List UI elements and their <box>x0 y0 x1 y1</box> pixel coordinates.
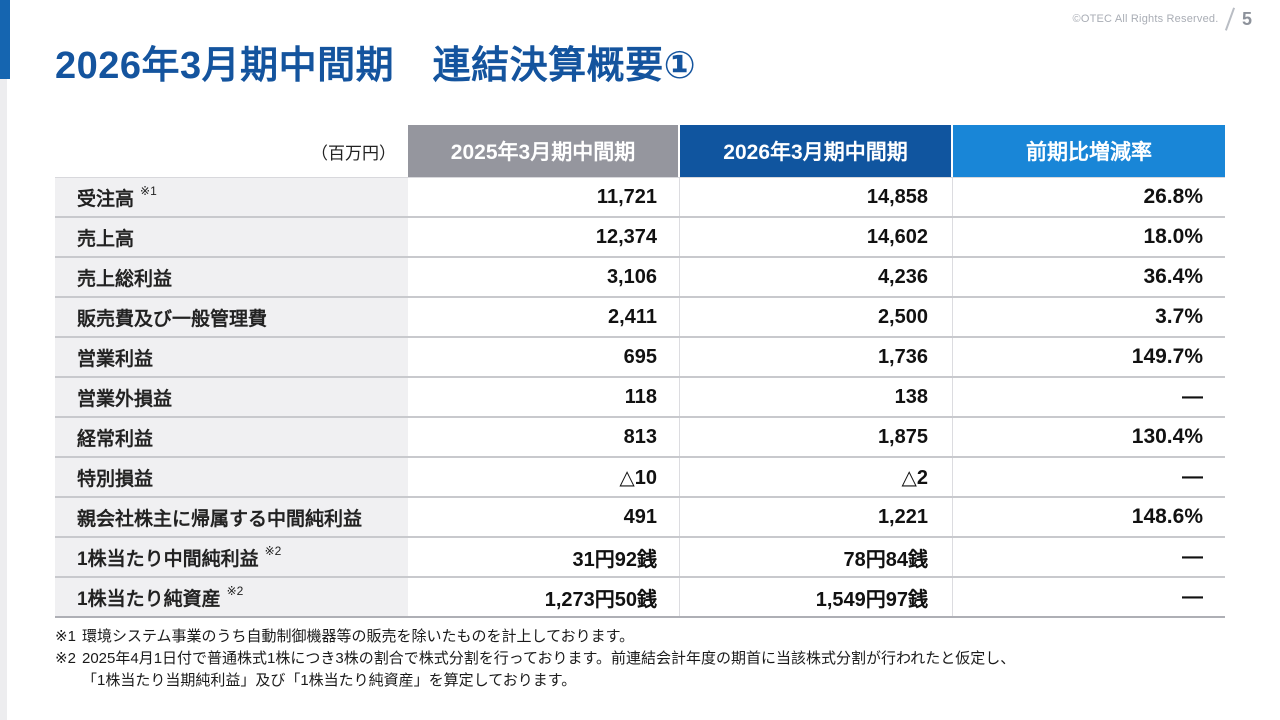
value-change-rate: 3.7% <box>1155 305 1203 328</box>
footnote-line: ※2 2025年4月1日付で普通株式1株につき3株の割合で株式分割を行っております… <box>55 650 1016 667</box>
value-current-period: △2 <box>680 458 953 496</box>
table-header-row: （百万円） 2025年3月期中間期 2026年3月期中間期 前期比増減率 <box>55 125 1225 177</box>
footnote-line: ※1 環境システム事業のうち自動制御機器等の販売を除いたものを計上しております。 <box>55 628 635 645</box>
value-prev-period: 3,106 <box>408 258 680 296</box>
footnote-reference: ※2 <box>264 544 282 558</box>
row-label: 売上総利益 <box>55 258 408 296</box>
row-label: 受注高 ※1 <box>55 178 408 216</box>
footnotes: ※1 環境システム事業のうち自動制御機器等の販売を除いたものを計上しております。 ※… <box>55 626 1205 692</box>
page-number-slash <box>1225 7 1236 31</box>
page-left-edge <box>0 79 7 720</box>
value-current-period: 1,221 <box>680 498 953 536</box>
value-prev-period: 12,374 <box>408 218 680 256</box>
footnote-reference: ※2 <box>226 584 244 598</box>
table-row: 営業利益 695 1,736 149.7% <box>55 338 1225 378</box>
table-row: 特別損益 △10 △2 — <box>55 458 1225 498</box>
row-label: 営業利益 <box>55 338 408 376</box>
table-row: 親会社株主に帰属する中間純利益 491 1,221 148.6% <box>55 498 1225 538</box>
table-row: 1株当たり純資産 ※2 1,273円50銭 1,549円97銭 — <box>55 578 1225 618</box>
value-current-period: 138 <box>680 378 953 416</box>
footnote-reference: ※1 <box>140 184 157 198</box>
table-row: 売上高 12,374 14,602 18.0% <box>55 218 1225 258</box>
value-change-rate: 36.4% <box>1143 265 1203 288</box>
table-row: 販売費及び一般管理費 2,411 2,500 3.7% <box>55 298 1225 338</box>
value-change-rate: 18.0% <box>1143 225 1203 248</box>
footnote-line: 「1株当たり当期純利益」及び「1株当たり純資産」を算定しております。 <box>82 672 577 689</box>
row-label: 1株当たり中間純利益 ※2 <box>55 538 408 576</box>
table-row: 経常利益 813 1,875 130.4% <box>55 418 1225 458</box>
value-change-rate: 148.6% <box>1131 505 1203 528</box>
value-change-rate: — <box>1182 465 1203 488</box>
page-title: 2026年3月期中間期 連結決算概要① <box>55 45 697 87</box>
value-prev-period: 813 <box>408 418 680 456</box>
value-prev-period: 695 <box>408 338 680 376</box>
table-row: 営業外損益 118 138 — <box>55 378 1225 418</box>
financial-summary-table: （百万円） 2025年3月期中間期 2026年3月期中間期 前期比増減率 受注高… <box>55 125 1225 618</box>
value-prev-period: 491 <box>408 498 680 536</box>
row-label: 売上高 <box>55 218 408 256</box>
value-current-period: 4,236 <box>680 258 953 296</box>
row-label: 販売費及び一般管理費 <box>55 298 408 336</box>
value-prev-period: 31円92銭 <box>408 538 680 576</box>
value-current-period: 1,875 <box>680 418 953 456</box>
column-header-prev-period: 2025年3月期中間期 <box>408 125 680 177</box>
value-change-rate: 26.8% <box>1143 185 1203 208</box>
value-change-rate: — <box>1182 585 1203 608</box>
table-row: 受注高 ※1 11,721 14,858 26.8% <box>55 178 1225 218</box>
unit-label-cell: （百万円） <box>55 125 408 177</box>
copyright-text: ©OTEC All Rights Reserved. <box>1072 13 1219 25</box>
column-header-current-period: 2026年3月期中間期 <box>680 125 953 177</box>
table-body: 受注高 ※1 11,721 14,858 26.8% 売上高 12,374 14,602 18.… <box>55 177 1225 618</box>
value-current-period: 78円84銭 <box>680 538 953 576</box>
value-change-rate: 130.4% <box>1131 425 1203 448</box>
value-prev-period: △10 <box>408 458 680 496</box>
header-meta: ©OTEC All Rights Reserved. 5 <box>1073 6 1252 32</box>
row-label: 経常利益 <box>55 418 408 456</box>
unit-label: （百万円） <box>311 143 396 163</box>
table-row: 1株当たり中間純利益 ※2 31円92銭 78円84銭 — <box>55 538 1225 578</box>
value-current-period: 2,500 <box>680 298 953 336</box>
row-label: 特別損益 <box>55 458 408 496</box>
row-label: 親会社株主に帰属する中間純利益 <box>55 498 408 536</box>
value-change-rate: — <box>1182 385 1203 408</box>
value-prev-period: 2,411 <box>408 298 680 336</box>
page-number: 5 <box>1241 8 1252 29</box>
row-label: 1株当たり純資産 ※2 <box>55 578 408 616</box>
value-change-rate: — <box>1182 545 1203 568</box>
column-header-change-rate: 前期比増減率 <box>953 125 1225 177</box>
title-accent-bar <box>0 0 10 79</box>
value-prev-period: 118 <box>408 378 680 416</box>
value-prev-period: 1,273円50銭 <box>408 578 680 616</box>
value-current-period: 1,736 <box>680 338 953 376</box>
row-label: 営業外損益 <box>55 378 408 416</box>
value-current-period: 14,602 <box>680 218 953 256</box>
value-prev-period: 11,721 <box>408 178 680 216</box>
value-change-rate: 149.7% <box>1131 345 1203 368</box>
value-current-period: 14,858 <box>680 178 953 216</box>
value-current-period: 1,549円97銭 <box>680 578 953 616</box>
table-row: 売上総利益 3,106 4,236 36.4% <box>55 258 1225 298</box>
